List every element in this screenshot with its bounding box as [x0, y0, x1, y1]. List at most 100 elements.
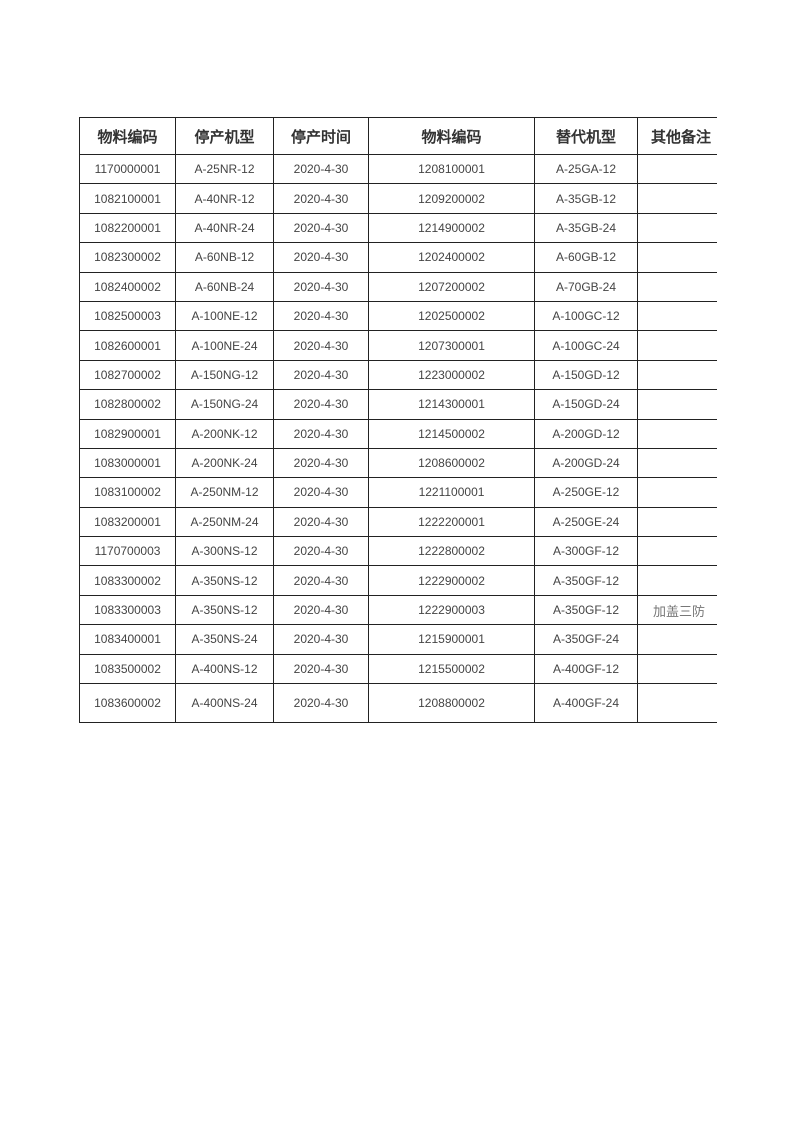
table-row: 1082400002 A-60NB-24 2020-4-30 1207200002 A-… [79, 271, 717, 302]
cell-discontinued-model: A-350NS-12 [175, 565, 274, 596]
cell-other-notes [637, 418, 717, 449]
cell-other-notes [637, 153, 717, 185]
cell-replacement-material-code: 1222900003 [368, 594, 535, 626]
cell-replacement-model: A-35GB-24 [534, 212, 638, 244]
cell-discontinued-date: 2020-4-30 [273, 536, 369, 567]
cell-other-notes [637, 300, 717, 332]
table-row: 1082300002 A-60NB-12 2020-4-30 1202400002 A-… [79, 242, 717, 273]
cell-discontinued-model: A-350NS-12 [175, 594, 274, 626]
cell-discontinued-model: A-100NE-12 [175, 300, 274, 332]
cell-replacement-material-code: 1221100001 [368, 477, 535, 508]
cell-discontinued-date: 2020-4-30 [273, 242, 369, 273]
cell-discontinued-date: 2020-4-30 [273, 683, 369, 724]
cell-material-code: 1082700002 [79, 359, 176, 391]
cell-material-code: 1083300002 [79, 565, 176, 596]
cell-discontinued-date: 2020-4-30 [273, 359, 369, 391]
cell-material-code: 1082500003 [79, 300, 176, 332]
cell-material-code: 1083200001 [79, 506, 176, 538]
cell-replacement-model: A-400GF-12 [534, 653, 638, 685]
cell-replacement-model: A-350GF-24 [534, 624, 638, 655]
cell-material-code: 1083000001 [79, 447, 176, 479]
cell-material-code: 1083500002 [79, 653, 176, 685]
cell-replacement-material-code: 1222900002 [368, 565, 535, 596]
cell-replacement-material-code: 1214900002 [368, 212, 535, 244]
cell-other-notes [637, 271, 717, 302]
cell-replacement-material-code: 1209200002 [368, 183, 535, 214]
header-replacement-material-code: 物料编码 [368, 117, 535, 155]
header-discontinued-model: 停产机型 [175, 117, 274, 155]
cell-discontinued-date: 2020-4-30 [273, 330, 369, 361]
cell-replacement-material-code: 1208800002 [368, 683, 535, 724]
cell-discontinued-model: A-250NM-24 [175, 506, 274, 538]
cell-other-notes [637, 683, 717, 724]
cell-discontinued-date: 2020-4-30 [273, 624, 369, 655]
table-row: 1082500003 A-100NE-12 2020-4-30 1202500002 A… [79, 300, 717, 332]
cell-other-notes [637, 359, 717, 391]
cell-discontinued-date: 2020-4-30 [273, 447, 369, 479]
cell-discontinued-model: A-60NB-24 [175, 271, 274, 302]
cell-discontinued-date: 2020-4-30 [273, 506, 369, 538]
table-row: 1082900001 A-200NK-12 2020-4-30 1214500002 A… [79, 418, 717, 449]
cell-material-code: 1170700003 [79, 536, 176, 567]
table-container: 物料编码 停产机型 停产时间 物料编码 替代机型 其他备注 1170000001… [79, 117, 717, 724]
discontinued-models-table: 物料编码 停产机型 停产时间 物料编码 替代机型 其他备注 1170000001… [79, 117, 717, 724]
cell-replacement-model: A-35GB-12 [534, 183, 638, 214]
cell-discontinued-model: A-25NR-12 [175, 153, 274, 185]
cell-replacement-model: A-150GD-12 [534, 359, 638, 391]
cell-replacement-material-code: 1202400002 [368, 242, 535, 273]
cell-material-code: 1083400001 [79, 624, 176, 655]
cell-replacement-model: A-100GC-12 [534, 300, 638, 332]
cell-replacement-model: A-60GB-12 [534, 242, 638, 273]
cell-replacement-model: A-70GB-24 [534, 271, 638, 302]
cell-discontinued-model: A-350NS-24 [175, 624, 274, 655]
cell-material-code: 1083300003 [79, 594, 176, 626]
table-row: 1082800002 A-150NG-24 2020-4-30 1214300001 A… [79, 389, 717, 420]
header-discontinued-date: 停产时间 [273, 117, 369, 155]
cell-discontinued-model: A-400NS-24 [175, 683, 274, 724]
table-row: 1083400001 A-350NS-24 2020-4-30 1215900001 A… [79, 624, 717, 655]
cell-discontinued-model: A-40NR-12 [175, 183, 274, 214]
cell-replacement-material-code: 1208600002 [368, 447, 535, 479]
table-row: 1082200001 A-40NR-24 2020-4-30 1214900002 A-… [79, 212, 717, 244]
table-row: 1083300003 A-350NS-12 2020-4-30 1222900003 A… [79, 594, 717, 626]
cell-discontinued-model: A-200NK-12 [175, 418, 274, 449]
cell-replacement-material-code: 1215500002 [368, 653, 535, 685]
cell-replacement-model: A-150GD-24 [534, 389, 638, 420]
table-row: 1170700003 A-300NS-12 2020-4-30 1222800002 A… [79, 536, 717, 567]
cell-discontinued-date: 2020-4-30 [273, 418, 369, 449]
cell-replacement-material-code: 1214300001 [368, 389, 535, 420]
cell-other-notes [637, 183, 717, 214]
cell-other-notes: 加盖三防 [637, 594, 717, 626]
cell-replacement-model: A-25GA-12 [534, 153, 638, 185]
cell-material-code: 1082300002 [79, 242, 176, 273]
cell-other-notes [637, 389, 717, 420]
cell-other-notes [637, 212, 717, 244]
cell-other-notes [637, 624, 717, 655]
cell-replacement-material-code: 1207300001 [368, 330, 535, 361]
cell-discontinued-model: A-150NG-24 [175, 389, 274, 420]
table-row: 1083300002 A-350NS-12 2020-4-30 1222900002 A… [79, 565, 717, 596]
cell-material-code: 1083100002 [79, 477, 176, 508]
cell-discontinued-model: A-60NB-12 [175, 242, 274, 273]
cell-replacement-material-code: 1208100001 [368, 153, 535, 185]
cell-replacement-material-code: 1202500002 [368, 300, 535, 332]
cell-discontinued-date: 2020-4-30 [273, 271, 369, 302]
cell-replacement-material-code: 1223000002 [368, 359, 535, 391]
table-row: 1170000001 A-25NR-12 2020-4-30 1208100001 A-… [79, 153, 717, 185]
cell-material-code: 1082400002 [79, 271, 176, 302]
table-row: 1082600001 A-100NE-24 2020-4-30 1207300001 A… [79, 330, 717, 361]
cell-replacement-model: A-250GE-12 [534, 477, 638, 508]
cell-discontinued-date: 2020-4-30 [273, 653, 369, 685]
cell-replacement-material-code: 1207200002 [368, 271, 535, 302]
cell-material-code: 1082800002 [79, 389, 176, 420]
header-other-notes: 其他备注 [637, 117, 717, 155]
cell-discontinued-model: A-400NS-12 [175, 653, 274, 685]
header-replacement-model: 替代机型 [534, 117, 638, 155]
cell-discontinued-date: 2020-4-30 [273, 183, 369, 214]
cell-replacement-model: A-200GD-12 [534, 418, 638, 449]
cell-replacement-model: A-350GF-12 [534, 594, 638, 626]
cell-other-notes [637, 506, 717, 538]
cell-other-notes [637, 536, 717, 567]
cell-replacement-material-code: 1222200001 [368, 506, 535, 538]
cell-material-code: 1082900001 [79, 418, 176, 449]
